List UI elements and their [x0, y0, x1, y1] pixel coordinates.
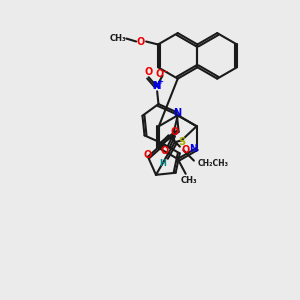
Text: S: S	[178, 137, 185, 147]
Text: O⁻: O⁻	[155, 69, 169, 79]
Text: O: O	[144, 150, 152, 160]
Text: +: +	[158, 80, 164, 85]
Text: N: N	[153, 81, 161, 91]
Text: CH₃: CH₃	[110, 34, 127, 43]
Text: N: N	[173, 108, 181, 118]
Text: N: N	[153, 81, 161, 91]
Text: CH₂CH₃: CH₂CH₃	[198, 159, 229, 168]
Text: CH₃: CH₃	[180, 176, 197, 185]
Text: H: H	[159, 159, 166, 168]
Text: O: O	[181, 145, 190, 155]
Text: O: O	[161, 146, 169, 157]
Text: N: N	[153, 81, 161, 91]
Text: O: O	[170, 127, 178, 136]
Text: N: N	[190, 144, 198, 154]
Text: O: O	[136, 37, 144, 46]
Text: O: O	[144, 67, 152, 77]
